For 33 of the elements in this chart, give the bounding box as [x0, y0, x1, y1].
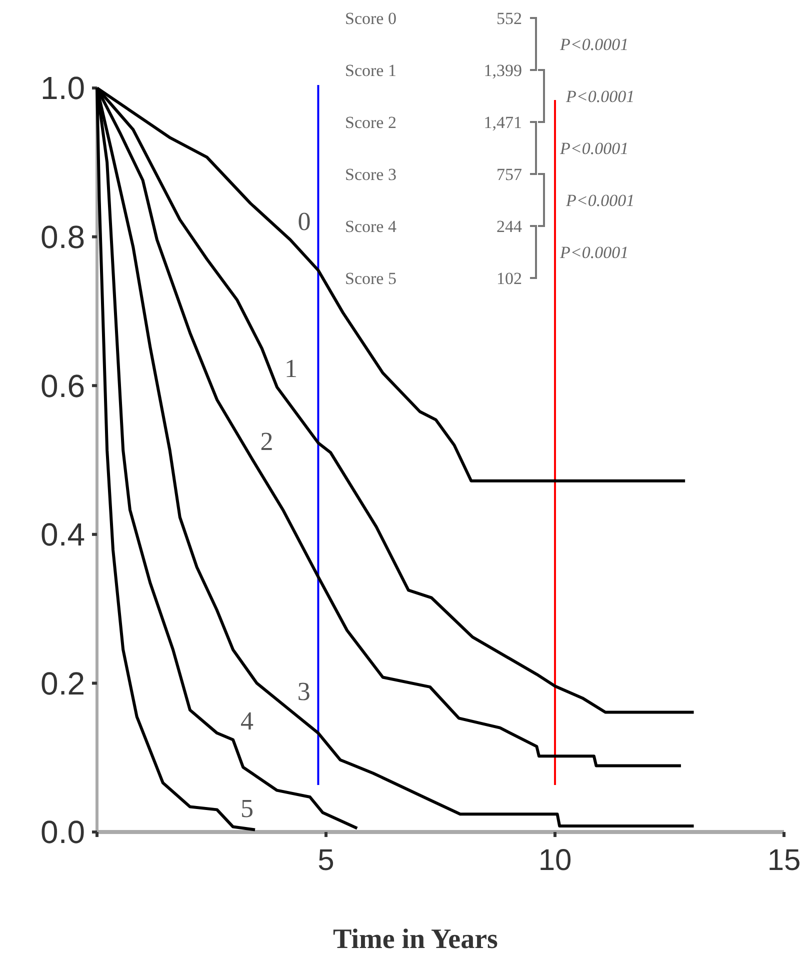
x-tick-label: 15 — [767, 844, 801, 877]
text: 552 — [496, 8, 522, 28]
annotation: 102 — [496, 268, 522, 288]
y-tick-label: 1.0 — [40, 70, 85, 106]
series-label: 1 — [284, 354, 298, 384]
series-label: 0 — [298, 206, 311, 236]
text: P<0.0001 — [559, 34, 629, 54]
series-label: 4 — [240, 706, 254, 736]
annotation: P<0.0001 — [565, 190, 635, 210]
annotation: P<0.0001 — [559, 242, 629, 262]
series-label: 2 — [260, 427, 274, 456]
annotation: Score 5 — [345, 268, 396, 288]
annotation: Score 4 — [345, 216, 397, 236]
annotation: 1,471 — [484, 112, 522, 132]
x-tick-label: 10 — [538, 844, 572, 877]
y-tick-label: 0.6 — [40, 368, 85, 404]
series-label: 3 — [297, 676, 310, 706]
annotation: 757 — [496, 164, 522, 184]
annotation: Score 2 — [345, 112, 396, 132]
annotation: Score 3 — [345, 164, 396, 184]
annotation: P<0.0001 — [565, 86, 635, 106]
annotation: 244 — [496, 216, 522, 236]
annotation: P<0.0001 — [559, 138, 629, 158]
x-axis-title: Time in Years — [333, 924, 498, 955]
text: Score 1 — [345, 60, 396, 80]
y-tick-label: 0.2 — [40, 665, 85, 702]
x-tick-label: 5 — [318, 844, 334, 877]
y-tick-label: 0.0 — [40, 814, 85, 850]
y-tick-label: 0.8 — [40, 219, 85, 255]
text: 1,399 — [484, 60, 522, 80]
text: Score 0 — [345, 8, 396, 28]
y-tick-label: 0.4 — [40, 516, 85, 553]
series-label: 5 — [240, 794, 254, 823]
